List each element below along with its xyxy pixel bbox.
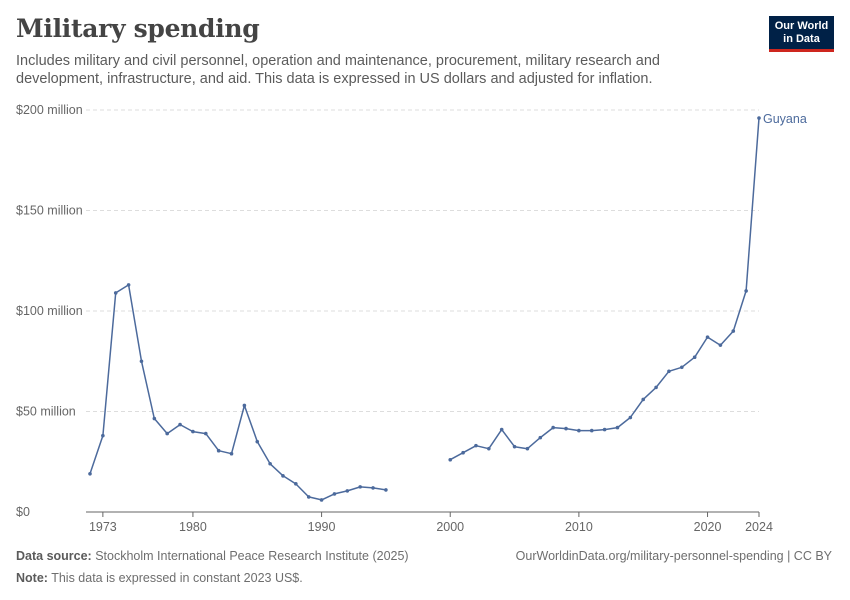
series-line[interactable] bbox=[89, 284, 387, 501]
x-axis-ticks: 1973 1980 1990 2000 2010 2020 2024 bbox=[89, 512, 773, 534]
data-point[interactable] bbox=[538, 435, 543, 440]
data-point[interactable] bbox=[757, 116, 761, 120]
data-point[interactable] bbox=[551, 425, 555, 430]
data-point[interactable] bbox=[680, 365, 684, 370]
series-label[interactable]: Guyana bbox=[763, 112, 807, 126]
data-point[interactable] bbox=[525, 446, 530, 451]
data-point[interactable] bbox=[203, 431, 208, 436]
data-point[interactable] bbox=[474, 443, 478, 448]
data-point[interactable] bbox=[641, 397, 646, 402]
data-point[interactable] bbox=[731, 329, 736, 333]
data-point[interactable] bbox=[487, 446, 491, 451]
data-point[interactable] bbox=[281, 474, 285, 478]
data-point[interactable] bbox=[358, 485, 362, 489]
data-source: Data source: Stockholm International Pea… bbox=[16, 549, 409, 563]
x-tick-label: 1980 bbox=[179, 520, 207, 534]
data-point[interactable] bbox=[345, 489, 350, 493]
source-url-link[interactable]: OurWorldinData.org/military-personnel-sp… bbox=[515, 549, 832, 563]
data-source-label: Data source: bbox=[16, 549, 92, 563]
data-point[interactable] bbox=[512, 444, 517, 449]
data-point[interactable] bbox=[306, 495, 311, 499]
data-point[interactable] bbox=[589, 428, 594, 433]
data-point[interactable] bbox=[178, 422, 182, 427]
data-point[interactable] bbox=[255, 439, 260, 444]
data-point[interactable] bbox=[577, 428, 581, 433]
data-point[interactable] bbox=[229, 451, 234, 456]
data-point[interactable] bbox=[384, 488, 388, 492]
data-point[interactable] bbox=[216, 448, 221, 453]
x-tick-label: 2000 bbox=[436, 520, 464, 534]
data-point[interactable] bbox=[126, 283, 131, 287]
data-point[interactable] bbox=[692, 355, 697, 360]
data-point[interactable] bbox=[294, 482, 298, 486]
data-point[interactable] bbox=[101, 433, 105, 438]
y-tick-label: $100 million bbox=[16, 304, 83, 318]
data-point[interactable] bbox=[165, 431, 169, 436]
data-point[interactable] bbox=[332, 492, 337, 496]
data-point[interactable] bbox=[744, 289, 748, 293]
data-point[interactable] bbox=[718, 343, 723, 347]
data-point[interactable] bbox=[371, 486, 375, 490]
data-point[interactable] bbox=[268, 461, 272, 466]
chart-subtitle: Includes military and civil personnel, o… bbox=[16, 53, 660, 87]
series-line[interactable] bbox=[449, 117, 760, 461]
owid-logo[interactable]: Our World in Data bbox=[769, 16, 834, 52]
data-point[interactable] bbox=[564, 426, 568, 431]
data-point[interactable] bbox=[88, 472, 92, 476]
data-point[interactable] bbox=[615, 425, 620, 430]
note-text: This data is expressed in constant 2023 … bbox=[51, 571, 303, 585]
data-point[interactable] bbox=[152, 416, 157, 421]
x-tick-label: 2024 bbox=[745, 520, 773, 534]
y-tick-label: $50 million bbox=[16, 405, 76, 419]
data-point[interactable] bbox=[705, 335, 710, 339]
y-tick-label: $150 million bbox=[16, 204, 83, 218]
data-source-text[interactable]: Stockholm International Peace Research I… bbox=[95, 549, 409, 563]
data-point[interactable] bbox=[654, 385, 658, 390]
x-tick-label: 1990 bbox=[308, 520, 336, 534]
data-point[interactable] bbox=[113, 291, 118, 295]
y-tick-label: $200 million bbox=[16, 103, 83, 117]
data-point[interactable] bbox=[191, 429, 195, 434]
y-axis-ticks: $0 $50 million $100 million $150 million $20… bbox=[16, 103, 83, 519]
series-layer: Guyana bbox=[88, 112, 807, 502]
data-point[interactable] bbox=[448, 457, 453, 462]
x-tick-label: 2020 bbox=[694, 520, 722, 534]
data-point[interactable] bbox=[242, 403, 247, 408]
data-point[interactable] bbox=[602, 427, 607, 432]
grid-layer bbox=[86, 109, 759, 513]
data-point[interactable] bbox=[628, 415, 633, 420]
chart-title: Military spending bbox=[16, 14, 260, 43]
x-tick-label: 1973 bbox=[89, 520, 117, 534]
note-label: Note: bbox=[16, 571, 48, 585]
data-point[interactable] bbox=[667, 369, 671, 374]
logo-line-1: Our World bbox=[774, 20, 829, 32]
data-point[interactable] bbox=[461, 450, 465, 455]
y-tick-label: $0 bbox=[16, 505, 30, 519]
data-point[interactable] bbox=[499, 427, 504, 432]
data-point[interactable] bbox=[139, 359, 144, 364]
logo-line-2: in Data bbox=[783, 33, 820, 45]
chart-note: Note: This data is expressed in constant… bbox=[16, 571, 303, 585]
data-point[interactable] bbox=[319, 498, 324, 502]
x-tick-label: 2010 bbox=[565, 520, 593, 534]
